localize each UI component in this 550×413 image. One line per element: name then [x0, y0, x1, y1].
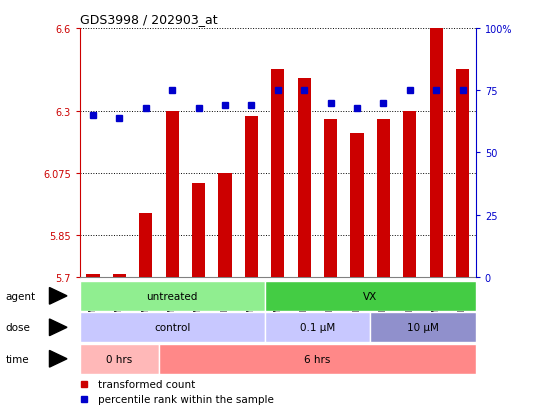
Polygon shape: [50, 319, 67, 336]
Bar: [80, 313, 265, 342]
Text: dose: dose: [6, 323, 30, 332]
Text: untreated: untreated: [146, 291, 198, 301]
Text: VX: VX: [363, 291, 377, 301]
Bar: [80, 344, 159, 374]
Text: time: time: [6, 354, 29, 364]
Text: 0.1 μM: 0.1 μM: [300, 323, 335, 332]
Bar: [350, 134, 364, 277]
Bar: [377, 120, 390, 277]
Text: control: control: [154, 323, 190, 332]
Bar: [456, 70, 469, 277]
Bar: [265, 313, 370, 342]
Bar: [218, 174, 232, 277]
Bar: [265, 281, 476, 311]
Text: 0 hrs: 0 hrs: [106, 354, 133, 364]
Text: transformed count: transformed count: [97, 380, 195, 389]
Bar: [192, 183, 205, 277]
Text: 10 μM: 10 μM: [407, 323, 439, 332]
Bar: [86, 274, 100, 277]
Bar: [80, 281, 265, 311]
Bar: [166, 112, 179, 277]
Polygon shape: [50, 288, 67, 304]
Bar: [403, 112, 416, 277]
Bar: [298, 78, 311, 277]
Bar: [324, 120, 337, 277]
Bar: [159, 344, 476, 374]
Bar: [245, 117, 258, 277]
Polygon shape: [50, 351, 67, 367]
Bar: [430, 29, 443, 277]
Bar: [139, 214, 152, 277]
Text: GDS3998 / 202903_at: GDS3998 / 202903_at: [80, 13, 217, 26]
Bar: [370, 313, 476, 342]
Bar: [113, 274, 126, 277]
Bar: [271, 70, 284, 277]
Text: 6 hrs: 6 hrs: [304, 354, 331, 364]
Text: agent: agent: [6, 291, 36, 301]
Text: percentile rank within the sample: percentile rank within the sample: [97, 394, 273, 404]
